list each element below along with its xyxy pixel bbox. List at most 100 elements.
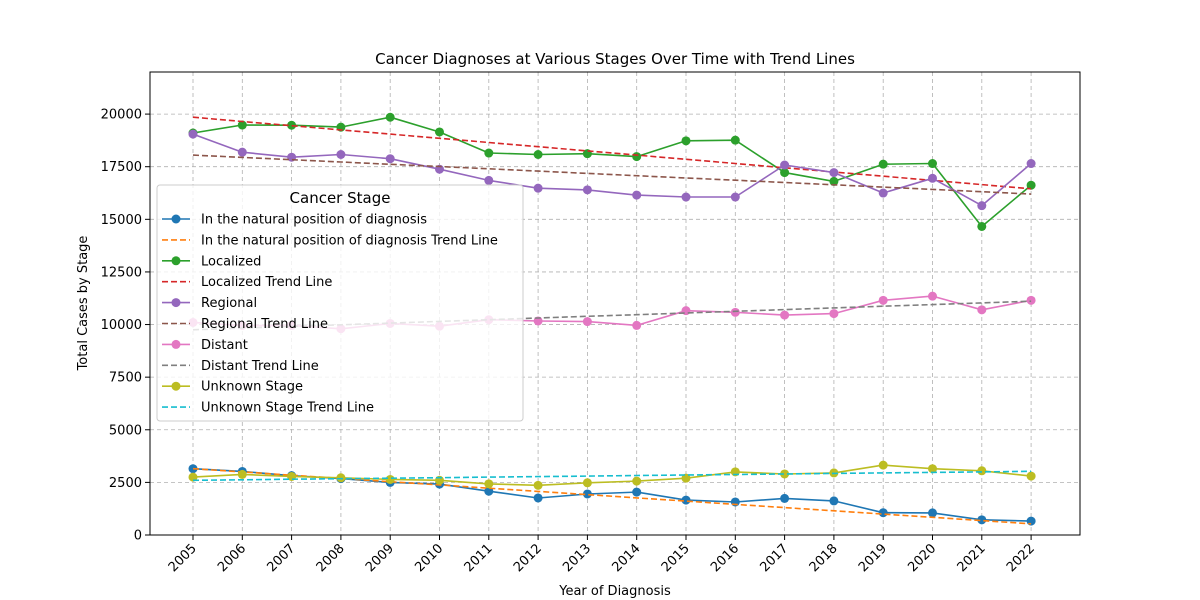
legend-label: Regional — [201, 296, 257, 311]
data-point — [385, 154, 395, 164]
legend-marker — [171, 381, 181, 391]
legend-item: Localized Trend Line — [162, 275, 332, 290]
legend-marker — [171, 214, 181, 224]
y-tick-label: 17500 — [101, 160, 142, 175]
data-point — [977, 515, 987, 525]
y-tick-label: 12500 — [101, 265, 142, 280]
legend-label: Unknown Stage — [201, 380, 303, 395]
data-point — [533, 149, 543, 159]
legend-marker — [171, 256, 181, 266]
series-line — [192, 470, 1032, 482]
data-point — [533, 480, 543, 490]
data-point — [878, 159, 888, 169]
data-point — [582, 478, 592, 488]
legend-box — [156, 184, 524, 422]
data-point — [829, 496, 839, 506]
legend-item: Unknown Stage — [162, 380, 303, 395]
data-point — [484, 479, 494, 489]
data-point — [188, 129, 198, 139]
data-point — [632, 476, 642, 486]
legend-label: Distant — [201, 338, 248, 353]
legend-marker — [171, 298, 181, 308]
y-tick-label: 7500 — [109, 371, 142, 386]
data-point — [681, 136, 691, 146]
data-point — [336, 473, 346, 483]
data-point — [1026, 516, 1036, 526]
data-point — [237, 147, 247, 157]
legend-label: Distant Trend Line — [201, 359, 319, 374]
y-tick-label: 5000 — [109, 423, 142, 438]
data-point — [928, 464, 937, 474]
data-point — [1026, 180, 1036, 190]
data-point — [730, 307, 740, 317]
data-point — [533, 493, 543, 503]
legend-item: In the natural position of diagnosis — [162, 213, 427, 228]
data-point — [1026, 295, 1036, 305]
y-tick-label: 0 — [134, 529, 142, 544]
data-point — [878, 460, 888, 470]
data-point — [385, 112, 395, 122]
data-point — [336, 149, 346, 159]
legend-label: In the natural position of diagnosis Tre… — [201, 233, 498, 248]
series-line — [192, 116, 1032, 190]
x-axis-label: Year of Diagnosis — [558, 584, 671, 599]
data-point — [977, 305, 987, 315]
data-point — [977, 221, 987, 231]
series-line — [192, 464, 1032, 487]
data-point — [484, 175, 494, 185]
data-point — [928, 159, 937, 169]
data-point — [878, 188, 888, 198]
y-axis: 0 2500 5000 7500 10000 12500 15000 17500 20000 — [101, 108, 150, 544]
data-point — [928, 173, 937, 183]
data-point — [632, 190, 642, 200]
series-9 — [192, 470, 1032, 482]
series-4 — [188, 129, 1036, 211]
data-point — [977, 201, 987, 211]
data-point — [1026, 471, 1036, 481]
data-point — [780, 168, 790, 178]
data-point — [632, 320, 642, 330]
data-point — [780, 493, 790, 503]
series-8 — [188, 460, 1036, 490]
data-point — [435, 127, 444, 137]
data-point — [780, 469, 790, 479]
data-point — [681, 473, 691, 483]
data-point — [977, 466, 987, 476]
legend-label: Localized Trend Line — [201, 275, 332, 290]
legend-label: Localized — [201, 254, 261, 269]
y-axis-label: Total Cases by Stage — [76, 236, 91, 372]
data-point — [681, 495, 691, 505]
y-tick-label: 15000 — [101, 213, 142, 228]
legend-item: Regional Trend Line — [162, 317, 328, 332]
legend-items: In the natural position of diagnosis In t… — [162, 213, 498, 416]
series-line — [192, 154, 1032, 195]
legend-item: Distant Trend Line — [162, 359, 319, 374]
legend-item: Distant — [162, 338, 248, 353]
y-tick-label: 20000 — [101, 108, 142, 123]
series-line — [192, 116, 1032, 228]
legend-label: Regional Trend Line — [201, 317, 328, 332]
plot-frame — [149, 71, 1081, 536]
series-3 — [192, 116, 1032, 190]
data-point — [829, 168, 839, 178]
data-point — [878, 508, 888, 518]
data-point — [484, 148, 494, 158]
y-tick-label: 2500 — [109, 476, 142, 491]
data-point — [681, 192, 691, 202]
legend-item: In the natural position of diagnosis Tre… — [162, 233, 498, 248]
data-point — [582, 185, 592, 195]
legend-item: Regional — [162, 296, 257, 311]
data-point — [1026, 159, 1036, 169]
chart-title: Cancer Diagnoses at Various Stages Over … — [375, 50, 855, 68]
legend-marker — [171, 339, 181, 349]
legend: Cancer Stage In the natural position of … — [156, 184, 524, 422]
legend-label: In the natural position of diagnosis — [201, 213, 427, 228]
data-point — [829, 309, 839, 319]
data-point — [780, 160, 790, 170]
data-point — [237, 120, 247, 130]
data-point — [928, 291, 937, 301]
data-point — [928, 508, 937, 518]
data-point — [582, 489, 592, 499]
data-point — [730, 135, 740, 145]
